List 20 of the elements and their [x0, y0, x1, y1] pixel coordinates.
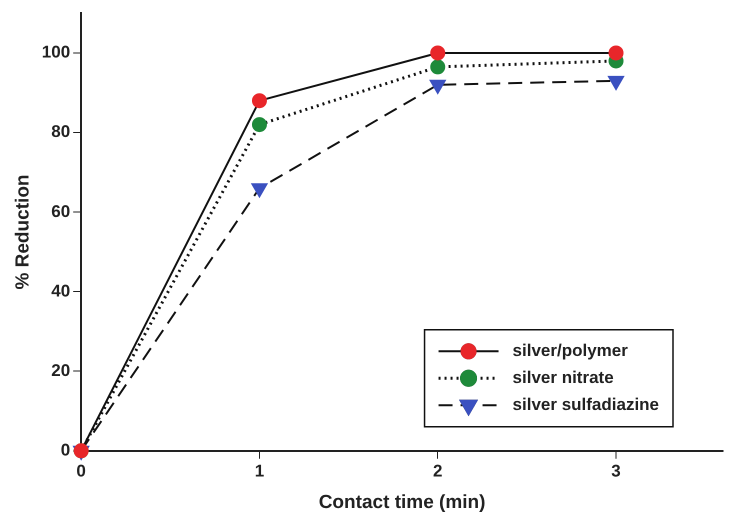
x-tick-label: 1: [254, 462, 264, 481]
y-tick-label: 20: [51, 360, 70, 380]
x-tick-label: 0: [76, 462, 86, 481]
point: [430, 59, 446, 74]
x-tick-label: 2: [433, 462, 442, 481]
point: [252, 117, 267, 132]
point: [608, 45, 624, 60]
point: [430, 45, 446, 60]
x-axis-title: Contact time (min): [318, 492, 486, 513]
legend-label: silver nitrate: [512, 368, 614, 387]
y-tick-label: 80: [51, 122, 70, 142]
legend-label: silver sulfadiazine: [512, 394, 659, 414]
y-tick-label: 60: [51, 202, 70, 221]
y-axis-title: % Reduction: [12, 174, 34, 290]
y-tick-label: 100: [42, 42, 70, 62]
point: [252, 93, 267, 108]
legend-label: silver/polymer: [512, 340, 628, 360]
x-tick-label: 3: [611, 462, 621, 481]
y-tick-label: 0: [60, 440, 70, 460]
y-tick-label: 40: [51, 281, 70, 300]
